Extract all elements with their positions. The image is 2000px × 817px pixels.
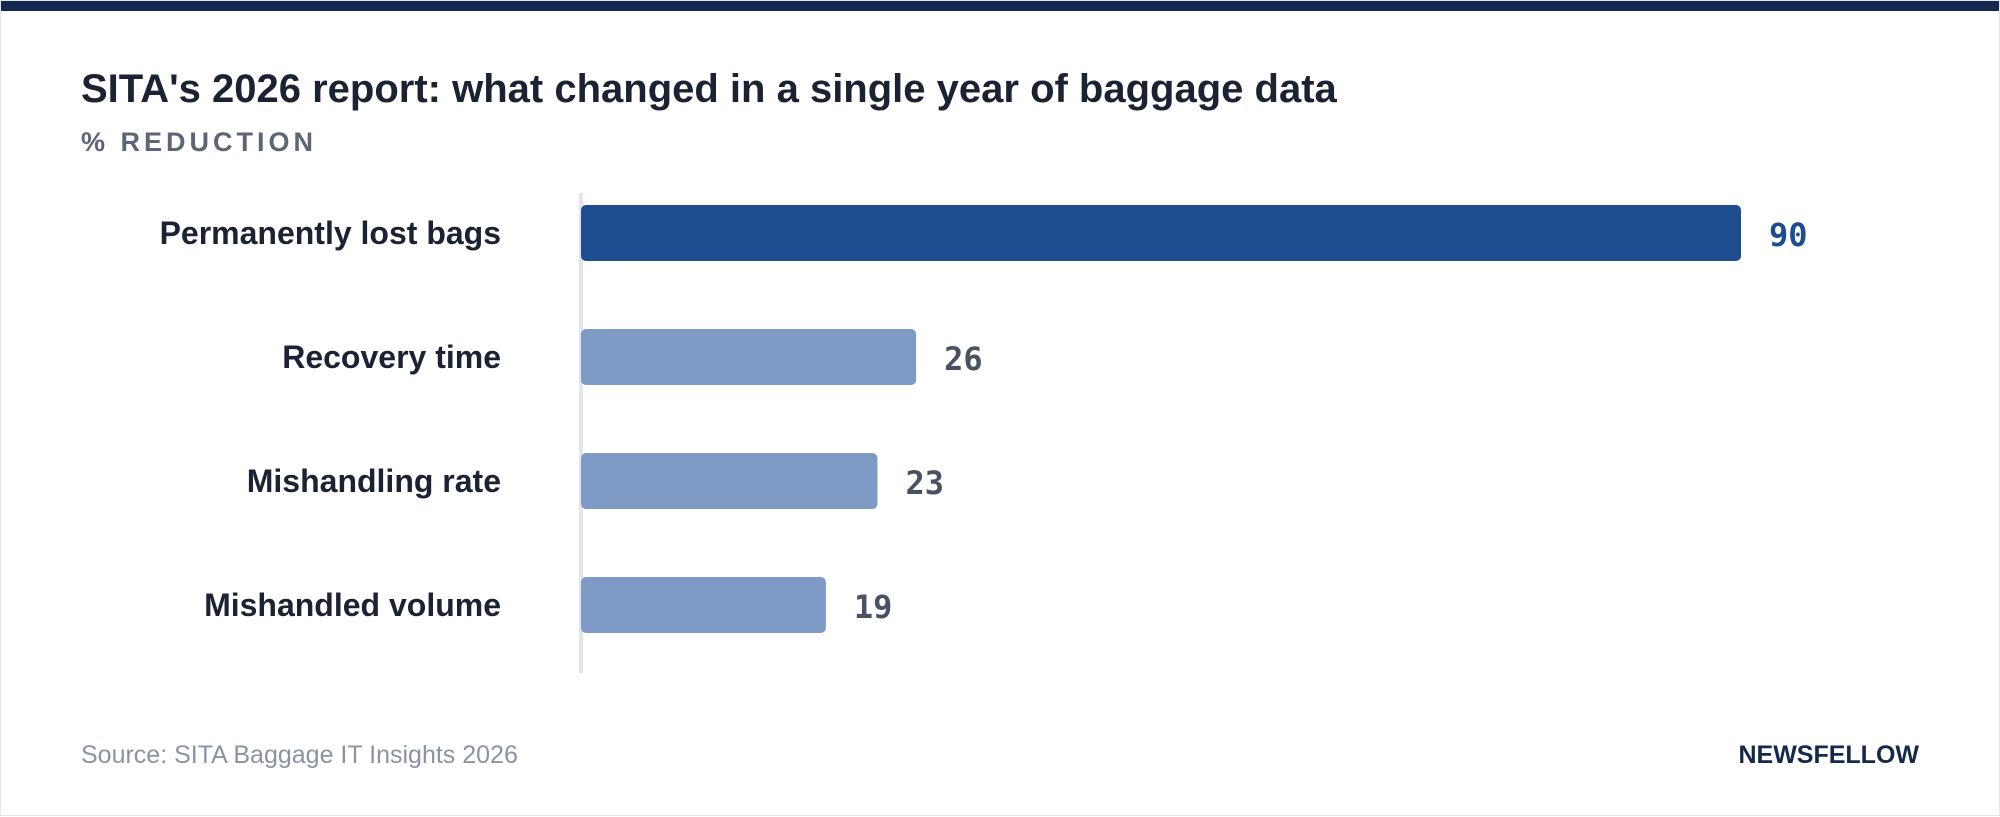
- category-label: Recovery time: [282, 339, 501, 375]
- brand-logo: NEWSFELLOW: [1738, 741, 1919, 769]
- category-label: Permanently lost bags: [160, 215, 501, 251]
- chart-subtitle: % REDUCTION: [81, 127, 318, 157]
- top-accent-bar: [1, 1, 1999, 11]
- category-label: Mishandling rate: [247, 463, 501, 499]
- bar-1: [581, 329, 917, 385]
- chart-title: SITA's 2026 report: what changed in a si…: [81, 67, 1337, 111]
- value-label: 19: [854, 588, 893, 626]
- value-label: 90: [1769, 216, 1808, 254]
- value-label: 26: [944, 340, 983, 378]
- source-note: Source: SITA Baggage IT Insights 2026: [81, 741, 518, 769]
- category-label: Mishandled volume: [204, 587, 501, 623]
- value-label: 23: [905, 464, 944, 502]
- bar-0: [581, 205, 1741, 261]
- bar-3: [581, 577, 826, 633]
- bar-2: [581, 453, 878, 509]
